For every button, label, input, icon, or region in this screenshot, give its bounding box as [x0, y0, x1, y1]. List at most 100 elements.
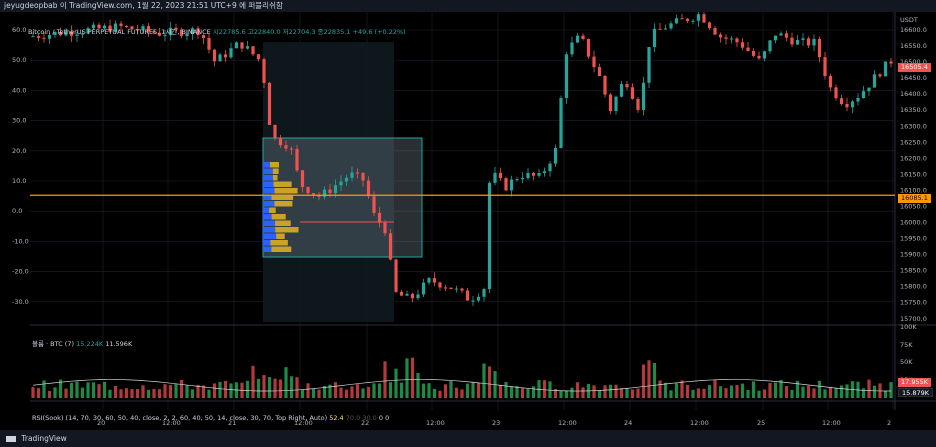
symbol-legend[interactable]: Bitcoin / TetherUS PERPETUAL FUTURES, 1시…	[28, 26, 406, 36]
candle-body	[729, 38, 734, 40]
candle-body	[465, 290, 470, 301]
candle-body	[432, 278, 437, 283]
volume-bar	[119, 389, 123, 398]
candle-body	[531, 172, 536, 176]
volume-bar	[388, 382, 393, 398]
candle-body	[344, 177, 349, 182]
volume-bar	[443, 384, 448, 398]
price-axis-tick: 16050.0	[900, 202, 927, 210]
candle-body	[658, 28, 662, 30]
high-value: 고22840.0	[247, 28, 281, 36]
volume-label[interactable]: 볼륨 · BTC (7)	[32, 340, 75, 348]
candle-body	[757, 55, 761, 59]
candle-body	[504, 178, 508, 191]
time-axis-label: 20	[97, 419, 105, 427]
volume-bar	[460, 389, 464, 398]
candle-body	[405, 293, 409, 296]
price-axis-tick: 16600.0	[900, 26, 927, 34]
rsi-label[interactable]: RSI(Sook) (14, 70, 30, 60, 50, 40, close…	[32, 414, 328, 422]
volume-bar	[179, 379, 184, 398]
volume-bar	[806, 385, 811, 398]
volume-bar	[399, 382, 404, 398]
candle-body	[278, 137, 283, 146]
volume-bar	[196, 384, 200, 398]
candle-body	[245, 46, 250, 49]
volume-bar	[718, 386, 723, 398]
candle-body	[113, 23, 118, 32]
candle-body	[867, 87, 871, 92]
volume-legend[interactable]: 볼륨 · BTC (7) 15.224K 11.596K	[32, 338, 132, 348]
time-axis-label: 24	[624, 419, 632, 427]
candle-body	[850, 101, 855, 108]
chart-canvas[interactable]: 60.0 50.0 40.0 30.0 20.0 10.0 0.0 -10.0 -20.0 -30…	[0, 12, 936, 430]
candle-body	[768, 40, 772, 52]
volume-bar	[801, 386, 805, 398]
volume-bar	[185, 385, 189, 398]
candle-body	[42, 37, 46, 39]
time-axis-label: 21	[228, 419, 236, 427]
candle-body	[773, 35, 778, 41]
price-axis-tick: 15700.0	[900, 315, 927, 323]
volume-bar	[861, 388, 866, 398]
volume-bar	[295, 377, 299, 398]
volume-bar	[685, 384, 690, 398]
candle-body	[498, 172, 503, 179]
candle-body	[883, 61, 888, 77]
rsi-v2: 70.0	[345, 414, 361, 422]
candle-body	[823, 57, 827, 76]
volume-bar	[163, 384, 167, 398]
candle-body	[603, 76, 607, 95]
time-axis-label: 12:00	[426, 419, 445, 427]
volume-bar	[53, 387, 57, 398]
volume-bar	[130, 389, 134, 398]
volume-bar	[504, 382, 508, 398]
price-tag-last: 16085.1	[898, 194, 931, 203]
candle-body	[212, 49, 217, 62]
candle-body	[669, 23, 673, 29]
candle-body	[790, 37, 794, 45]
volume-bar	[548, 381, 552, 398]
volume-bar	[751, 381, 756, 398]
candle-body	[685, 18, 690, 22]
volume-bar	[69, 382, 74, 398]
candle-body	[124, 25, 129, 27]
rsi-legend[interactable]: RSI(Sook) (14, 70, 30, 60, 50, 40, close…	[32, 414, 389, 422]
price-axis-tick: 16150.0	[900, 170, 927, 178]
volume-bar	[889, 382, 893, 398]
candle-body	[421, 282, 426, 295]
volume-bar	[839, 385, 844, 398]
candle-body	[795, 39, 800, 45]
chart-area[interactable]: 60.0 50.0 40.0 30.0 20.0 10.0 0.0 -10.0 -20.0 -30…	[0, 12, 936, 430]
volume-bar	[218, 381, 222, 398]
volume-bar	[564, 390, 569, 398]
price-axis-tick: 15900.0	[900, 251, 927, 259]
candle-body	[69, 31, 74, 36]
volume-bar	[603, 385, 607, 398]
volume-bar	[251, 365, 255, 398]
profile-bar-blue	[263, 246, 272, 252]
candle-body	[526, 172, 530, 179]
volume-bar	[113, 385, 118, 398]
candle-body	[86, 28, 90, 34]
left-axis-tick: 30.0	[12, 117, 26, 125]
volume-bar	[454, 387, 459, 398]
candle-body	[614, 96, 618, 112]
volume-bar	[531, 386, 536, 398]
candle-body	[141, 26, 145, 31]
candle-body	[97, 24, 101, 29]
brand-name[interactable]: TradingView	[21, 434, 67, 443]
volume-axis-tick: 100K	[900, 323, 917, 331]
candle-body	[592, 56, 596, 68]
volume-bar	[597, 390, 602, 398]
symbol-name[interactable]: Bitcoin / TetherUS PERPETUAL FUTURES, 1시…	[28, 28, 211, 36]
volume-bar	[289, 376, 294, 398]
volume-bar	[405, 358, 409, 398]
volume-bar	[542, 380, 547, 398]
candle-body	[691, 20, 695, 22]
volume-bar	[311, 388, 316, 398]
candle-body	[663, 28, 668, 30]
volume-bar	[762, 389, 767, 398]
candle-body	[108, 25, 112, 32]
volume-bar	[630, 389, 635, 398]
left-axis-tick: 10.0	[12, 177, 26, 185]
